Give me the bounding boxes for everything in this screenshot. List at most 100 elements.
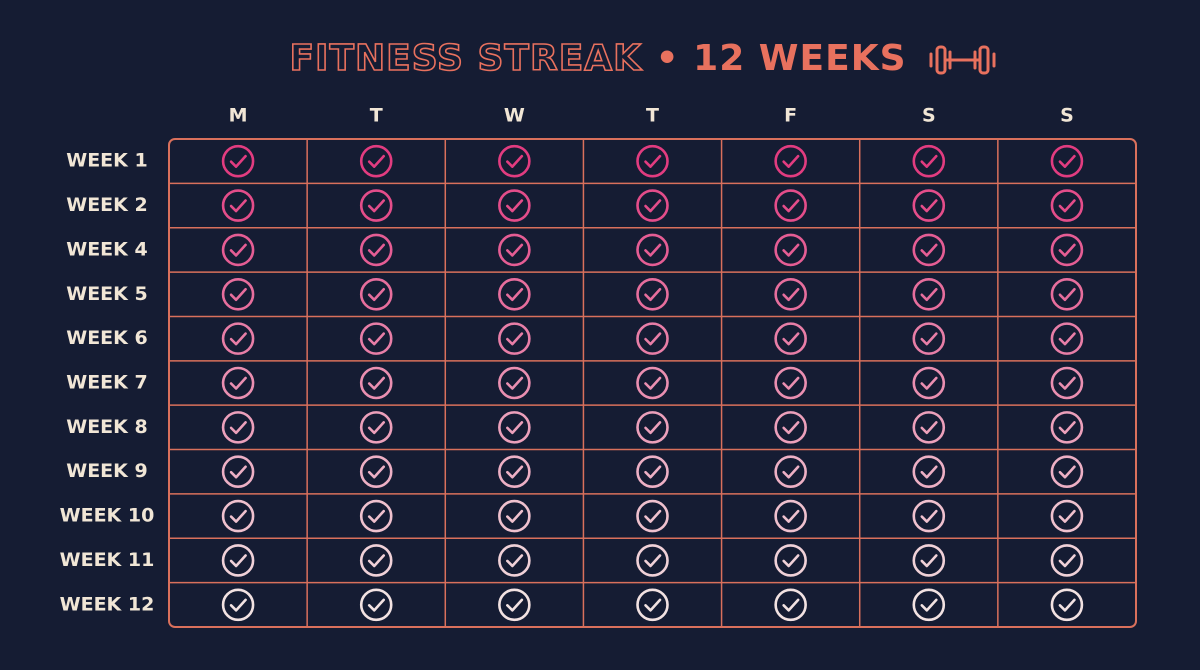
check-mark [782, 465, 800, 479]
check-mark [782, 332, 800, 346]
check-circle [912, 499, 946, 533]
check-circle [774, 588, 807, 622]
check-mark [1058, 199, 1076, 213]
check-mark [920, 554, 938, 568]
day-header: T [370, 105, 383, 127]
check-icon [221, 588, 255, 622]
check-mark [1058, 509, 1076, 523]
check-circle [636, 233, 669, 267]
check-icon [221, 544, 255, 577]
check-circle [498, 144, 531, 178]
check-icon [1050, 544, 1084, 577]
check-icon [774, 277, 807, 311]
check-icon [221, 499, 255, 533]
check-circle [912, 277, 946, 311]
check-mark [367, 243, 386, 257]
check-mark [367, 598, 386, 612]
day-header: T [646, 105, 659, 127]
check-circle [1050, 544, 1084, 577]
check-icon [498, 455, 531, 489]
check-icon [359, 189, 393, 222]
check-icon [359, 322, 393, 355]
check-icon [359, 544, 393, 577]
check-circle [221, 322, 255, 355]
check-circle [221, 499, 255, 533]
check-circle [912, 366, 946, 400]
check-mark [506, 332, 524, 346]
check-icon [636, 499, 669, 533]
check-circle [636, 411, 669, 444]
check-circle [636, 544, 669, 577]
week-label: WEEK 2 [66, 194, 147, 216]
check-circle [221, 144, 255, 178]
check-circle [912, 233, 946, 267]
check-mark [229, 243, 247, 257]
check-icon [912, 233, 946, 267]
check-icon [359, 366, 393, 400]
check-icon [774, 544, 807, 577]
check-icon [359, 277, 393, 311]
check-mark [782, 243, 800, 257]
table-frame [168, 138, 1137, 628]
check-circle [359, 144, 393, 178]
check-circle [359, 499, 393, 533]
check-mark [782, 199, 800, 213]
check-icon [359, 411, 393, 444]
check-mark [367, 465, 386, 479]
check-icon [912, 499, 946, 533]
check-circle [636, 455, 669, 489]
day-header: S [922, 105, 936, 127]
check-icon [912, 322, 946, 355]
check-mark [367, 154, 386, 168]
check-mark [1058, 421, 1076, 435]
check-icon [221, 277, 255, 311]
week-label: WEEK 6 [66, 327, 147, 349]
check-circle [1050, 499, 1084, 533]
check-circle [774, 144, 807, 178]
check-mark [782, 554, 800, 568]
check-mark [920, 332, 938, 346]
check-icon [498, 277, 531, 311]
check-icon [359, 144, 393, 178]
week-label: WEEK 1 [66, 150, 147, 172]
check-mark [920, 154, 938, 168]
check-icon [498, 322, 531, 355]
day-header: S [1060, 105, 1074, 127]
check-icon [498, 544, 531, 577]
check-mark [229, 332, 247, 346]
check-icon [221, 189, 255, 222]
title-outline: FITNESS STREAK [289, 38, 642, 79]
check-mark [644, 376, 662, 390]
check-circle [912, 455, 946, 489]
check-mark [1058, 554, 1076, 568]
check-icon [1050, 322, 1084, 355]
check-circle [912, 144, 946, 178]
check-mark [367, 376, 386, 390]
check-icon [221, 455, 255, 489]
check-icon [1050, 411, 1084, 444]
check-mark [367, 421, 386, 435]
check-circle [221, 544, 255, 577]
check-mark [229, 509, 247, 523]
check-circle [359, 233, 393, 267]
check-icon [1050, 455, 1084, 489]
check-icon [636, 189, 669, 222]
check-mark [229, 154, 247, 168]
check-circle [498, 322, 531, 355]
check-mark [506, 554, 524, 568]
check-circle [912, 544, 946, 577]
check-icon [774, 144, 807, 178]
check-icon [912, 366, 946, 400]
check-circle [774, 277, 807, 311]
check-mark [920, 243, 938, 257]
check-circle [1050, 411, 1084, 444]
week-label: WEEK 11 [60, 549, 155, 571]
check-mark [506, 421, 524, 435]
check-circle [636, 189, 669, 222]
check-circle [1050, 366, 1084, 400]
check-mark [782, 598, 800, 612]
check-circle [774, 189, 807, 222]
check-icon [636, 588, 669, 622]
check-icon [636, 322, 669, 355]
